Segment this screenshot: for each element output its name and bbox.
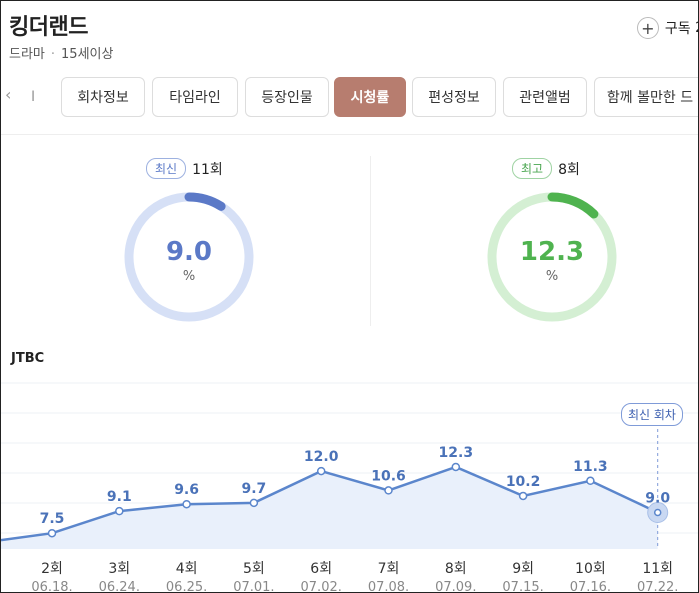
tab-timeline[interactable]: 타임라인 bbox=[152, 77, 238, 117]
x-tick-label: 4회 bbox=[176, 561, 198, 577]
data-point bbox=[518, 491, 528, 501]
plus-icon: + bbox=[636, 17, 659, 39]
page-title: 킹더랜드 bbox=[9, 15, 88, 40]
tab-divider bbox=[1, 134, 698, 135]
data-point bbox=[182, 499, 191, 509]
best-episode: 8회 bbox=[558, 161, 580, 178]
data-point bbox=[451, 462, 461, 472]
data-label: 9.0 bbox=[645, 491, 670, 507]
data-point bbox=[249, 498, 259, 508]
ratings-line-chart: 7.5 2회 06.18. 9.1 3회 06.24. 9.6 4회 06.25. 9.7 5회 07… bbox=[1, 382, 698, 593]
x-date-label: 07.15. bbox=[502, 580, 543, 593]
age-rating-label: 15세이상 bbox=[61, 47, 114, 62]
best-rating-unit: % bbox=[545, 269, 559, 284]
latest-episode: 11회 bbox=[192, 161, 223, 178]
x-date-label: 07.22. bbox=[637, 580, 678, 593]
tab-episode-info[interactable]: 회차정보 bbox=[61, 77, 145, 117]
x-tick-label: 11회 bbox=[642, 561, 673, 577]
tab-schedule[interactable]: 편성정보 bbox=[412, 77, 496, 117]
data-point bbox=[384, 486, 393, 495]
network-label: JTBC bbox=[11, 351, 45, 366]
x-date-label: 07.02. bbox=[301, 580, 342, 593]
data-point bbox=[586, 476, 595, 486]
data-label: 11.3 bbox=[573, 459, 608, 475]
best-ring-progress bbox=[547, 192, 599, 219]
data-label: 12.0 bbox=[304, 449, 339, 465]
chevron-left-icon[interactable]: ‹ bbox=[5, 85, 12, 104]
x-tick-label: 6회 bbox=[310, 561, 332, 577]
program-meta: 드라마 · 15세이상 bbox=[9, 43, 113, 62]
x-date-label: 06.18. bbox=[31, 580, 72, 593]
x-tick-label: 3회 bbox=[108, 561, 130, 577]
x-tick-label: 9회 bbox=[512, 561, 534, 577]
subscribe-label: 구독 bbox=[664, 21, 691, 37]
subscribe-count: 2 bbox=[695, 20, 698, 36]
latest-rating-ring bbox=[124, 192, 254, 322]
x-tick-label: 8회 bbox=[445, 561, 467, 577]
data-point bbox=[115, 506, 124, 516]
latest-episode-tag: 최신 회차 bbox=[621, 403, 683, 426]
data-label: 9.1 bbox=[107, 489, 132, 505]
subscribe-button[interactable]: + 구독 2 bbox=[636, 17, 698, 39]
x-date-label: 07.01. bbox=[233, 580, 274, 593]
meta-separator: · bbox=[50, 47, 56, 62]
x-date-label: 07.16. bbox=[570, 580, 611, 593]
data-label: 10.6 bbox=[371, 468, 406, 484]
x-date-label: 06.25. bbox=[166, 580, 207, 593]
x-tick-label: 7회 bbox=[378, 561, 400, 577]
latest-rating-value: 9.0 bbox=[165, 237, 213, 267]
chart-marks: 7.5 2회 06.18. 9.1 3회 06.24. 9.6 4회 06.25. 9.7 5회 07… bbox=[31, 445, 678, 593]
x-date-label: 06.24. bbox=[99, 580, 140, 593]
data-point bbox=[47, 528, 57, 538]
data-point bbox=[316, 466, 326, 476]
data-point bbox=[653, 508, 662, 517]
best-episode-row: 최고 8회 bbox=[512, 158, 580, 179]
tab-characters[interactable]: 등장인물 bbox=[245, 77, 329, 117]
latest-badge: 최신 bbox=[146, 158, 187, 179]
x-tick-label: 10회 bbox=[575, 561, 606, 577]
best-badge: 최고 bbox=[512, 158, 553, 179]
chart-area bbox=[1, 466, 658, 549]
tab-ratings[interactable]: 시청률 bbox=[334, 77, 406, 117]
x-date-label: 07.09. bbox=[435, 580, 476, 593]
data-label: 9.6 bbox=[174, 482, 199, 498]
genre-label: 드라마 bbox=[9, 47, 45, 62]
tab-bar: ‹ I 회차정보 타임라인 등장인물 시청률 편성정보 관련앨범 함께 볼만한 … bbox=[1, 77, 698, 117]
summary-divider bbox=[370, 156, 371, 326]
x-date-label: 07.08. bbox=[368, 580, 409, 593]
tab-recommended[interactable]: 함께 볼만한 드 bbox=[594, 77, 698, 117]
tab-cut-fragment: I bbox=[31, 89, 36, 105]
x-tick-label: 2회 bbox=[41, 561, 63, 577]
data-label: 12.3 bbox=[439, 445, 474, 461]
best-rating-ring bbox=[487, 192, 617, 322]
tab-related-albums[interactable]: 관련앨범 bbox=[503, 77, 587, 117]
latest-episode-row: 최신 11회 bbox=[146, 158, 223, 179]
data-label: 10.2 bbox=[506, 474, 541, 490]
best-rating-value: 12.3 bbox=[519, 237, 585, 267]
data-label: 9.7 bbox=[241, 481, 266, 497]
latest-ring-progress bbox=[184, 192, 226, 211]
latest-rating-unit: % bbox=[182, 269, 196, 284]
x-tick-label: 5회 bbox=[243, 561, 265, 577]
data-label: 7.5 bbox=[40, 511, 65, 527]
